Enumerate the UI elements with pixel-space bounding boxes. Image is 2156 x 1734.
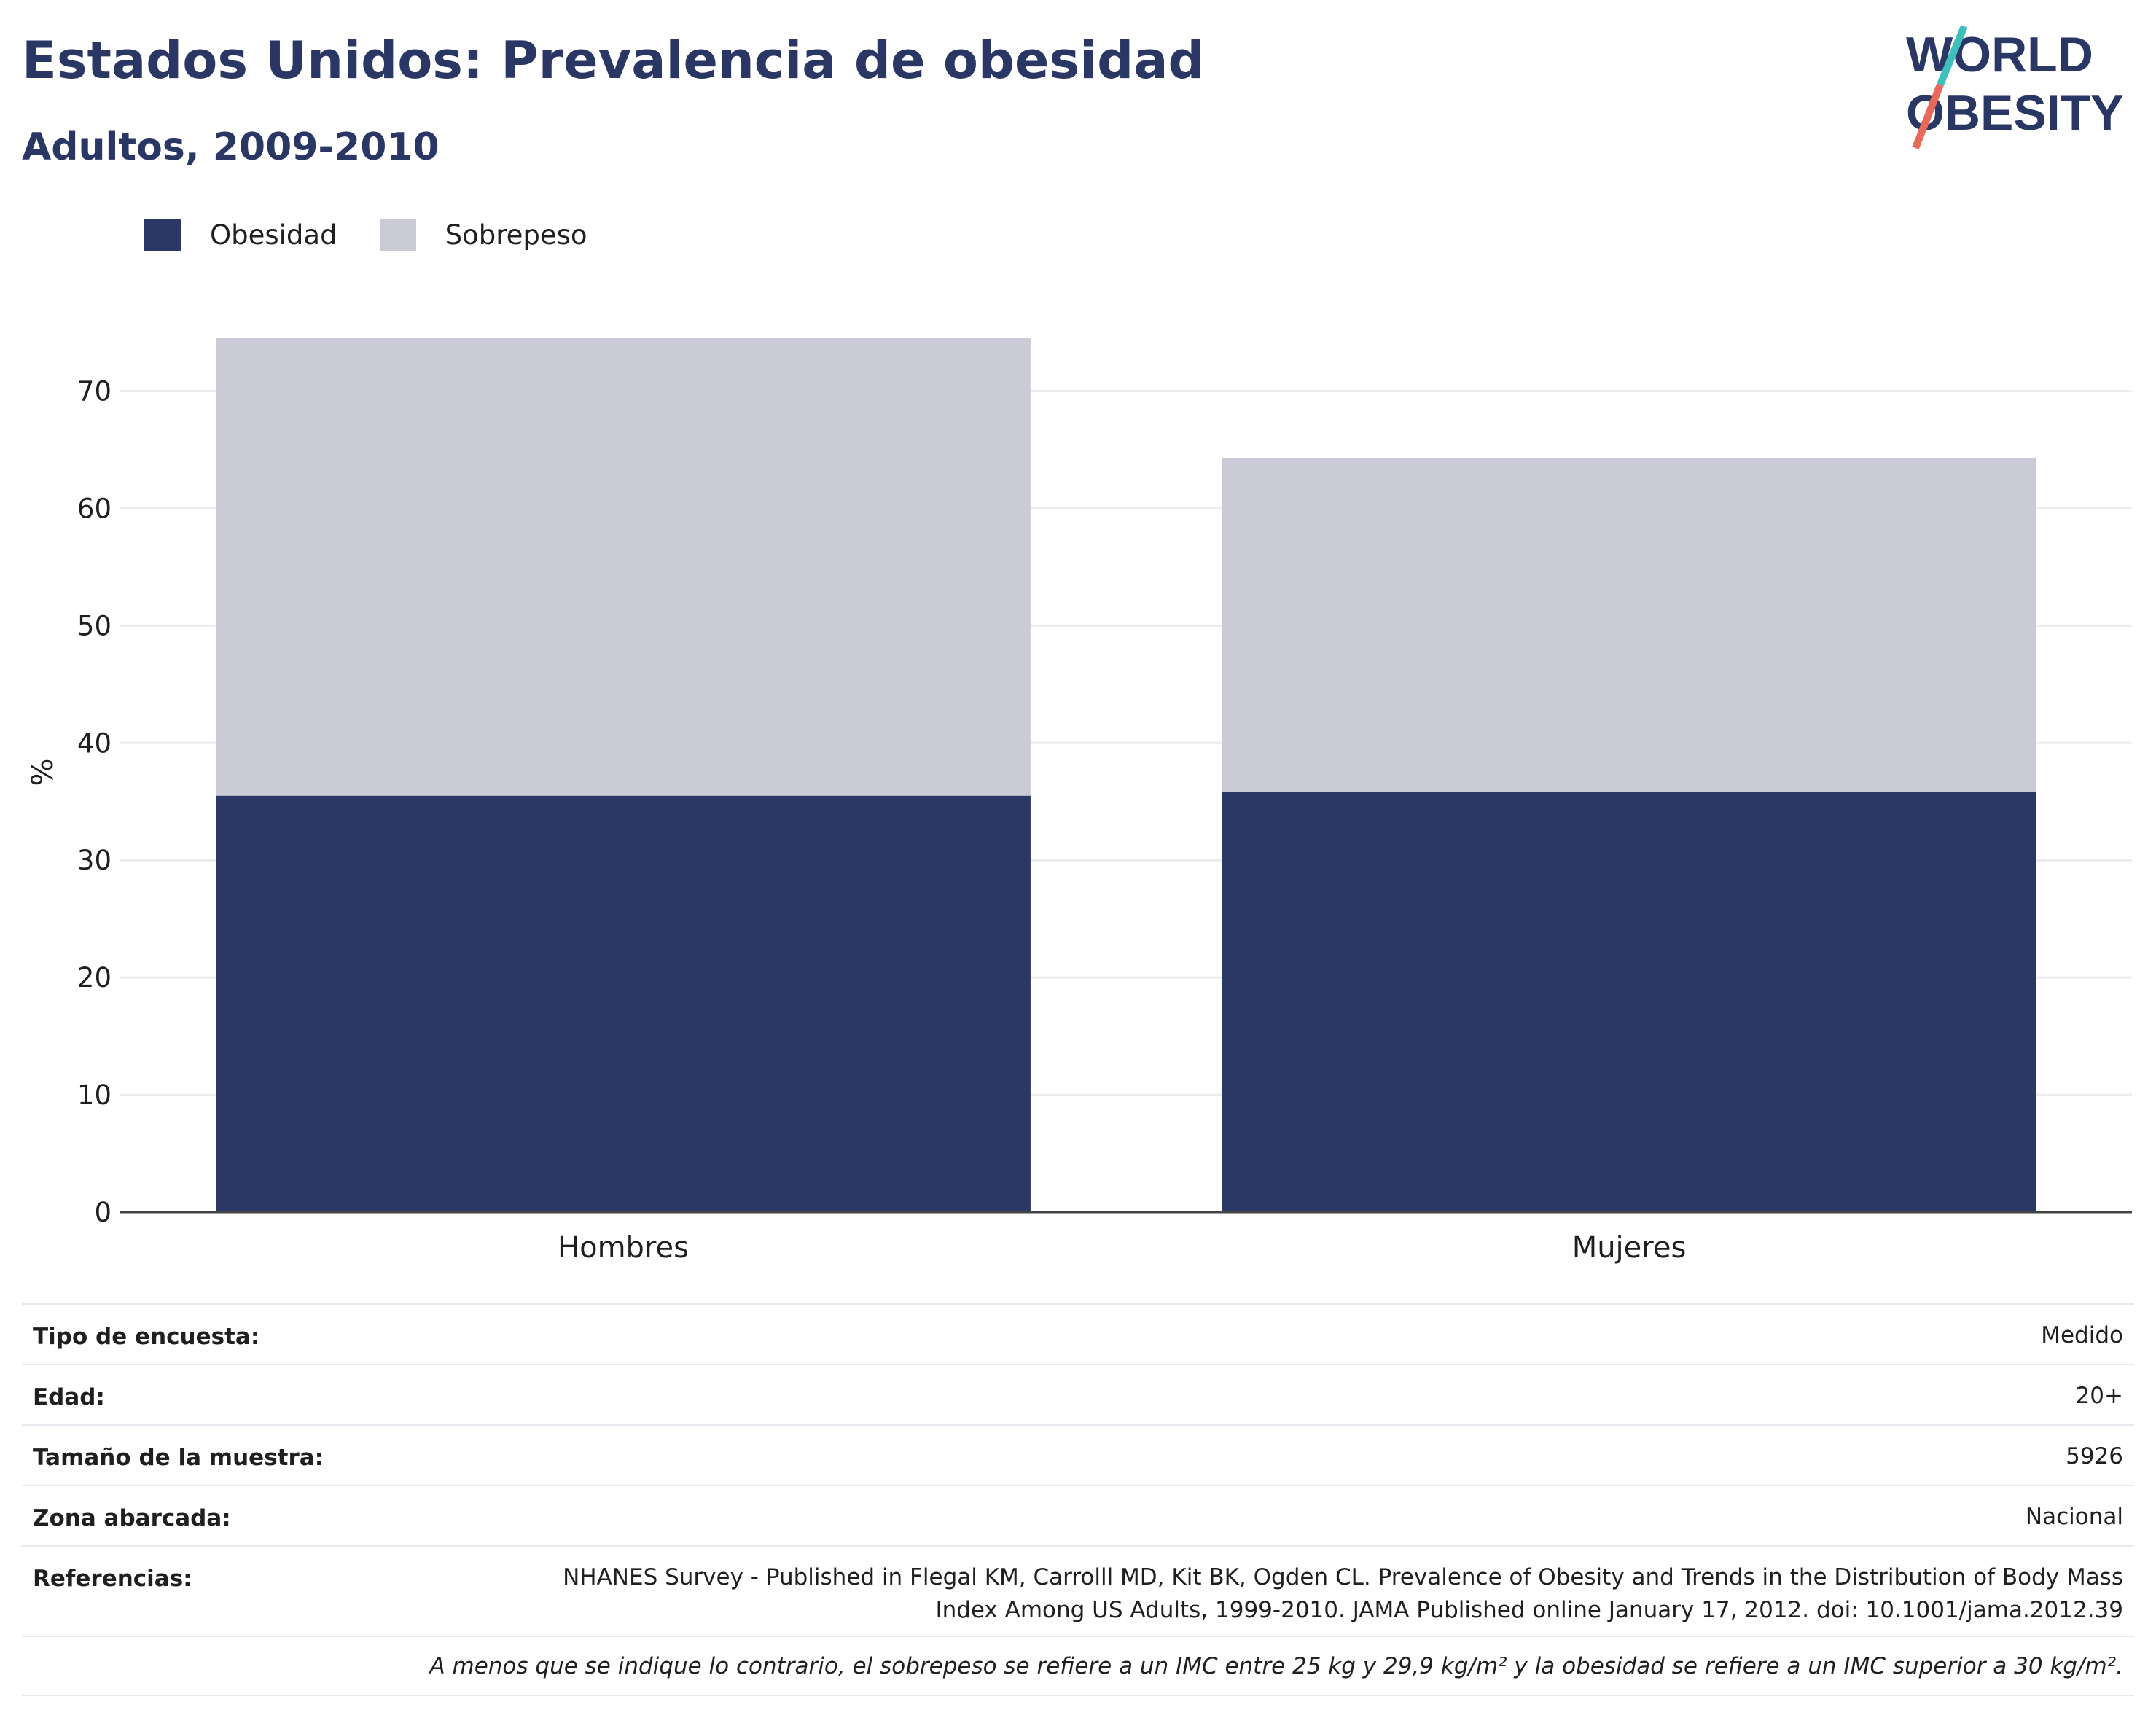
y-tick-label: 60: [77, 493, 112, 524]
x-tick-label: Mujeres: [1572, 1231, 1687, 1265]
y-tick-label: 30: [77, 845, 112, 876]
meta-value: NHANES Survey - Published in Flegal KM, …: [563, 1564, 2123, 1623]
y-tick-label: 0: [94, 1197, 112, 1228]
survey-details-table: Tipo de encuesta: Medido Edad: 20+ Tamañ…: [22, 1303, 2134, 1696]
legend-item-obesity[interactable]: Obesidad: [144, 219, 337, 251]
meta-row-survey-type: Tipo de encuesta: Medido: [22, 1303, 2134, 1364]
stacked-bar-chart: 0 10 20 30 40 50 60 70% Hombres Mujeres: [26, 338, 2132, 1265]
chart-subtitle: Adultos, 2009-2010: [22, 125, 440, 169]
y-tick-label: 20: [77, 962, 112, 993]
meta-row-references: Referencias: NHANES Survey - Published i…: [22, 1545, 2134, 1636]
definition-note: A menos que se indique lo contrario, el …: [22, 1636, 2134, 1696]
meta-label: Tipo de encuesta:: [33, 1324, 260, 1350]
meta-label: Tamaño de la muestra:: [33, 1445, 324, 1471]
meta-row-area: Zona abarcada: Nacional: [22, 1485, 2134, 1545]
legend-label-overweight: Sobrepeso: [445, 219, 587, 251]
meta-row-sample-size: Tamaño de la muestra: 5926: [22, 1424, 2134, 1485]
legend-item-overweight[interactable]: Sobrepeso: [379, 219, 587, 251]
chart-title: Estados Unidos: Prevalencia de obesidad: [22, 31, 1205, 90]
y-tick-label: 50: [77, 610, 112, 641]
legend-label-obesity: Obesidad: [210, 219, 337, 251]
meta-value: Medido: [2041, 1322, 2123, 1348]
y-tick-label: 10: [77, 1079, 112, 1111]
bar-obesity-hombres: [216, 795, 1031, 1212]
y-axis-title: %: [26, 758, 60, 786]
meta-row-age: Edad: 20+: [22, 1364, 2134, 1424]
x-tick-label: Hombres: [558, 1231, 689, 1265]
bar-obesity-mujeres: [1222, 792, 2036, 1212]
world-obesity-logo: WORLD OBESITY: [1906, 25, 2124, 149]
meta-label: Referencias:: [33, 1566, 192, 1592]
meta-label: Edad:: [33, 1384, 105, 1410]
legend-swatch-obesity: [144, 219, 181, 251]
meta-value: 5926: [2066, 1443, 2123, 1469]
meta-value: Nacional: [2025, 1504, 2123, 1530]
svg-text:OBESITY: OBESITY: [1906, 85, 2124, 141]
bar-overweight-mujeres: [1222, 458, 2036, 792]
meta-value: 20+: [2075, 1383, 2123, 1409]
y-tick-label: 40: [77, 727, 112, 759]
bar-overweight-hombres: [216, 338, 1031, 796]
meta-label: Zona abarcada:: [33, 1505, 231, 1531]
svg-text:WORLD: WORLD: [1906, 27, 2093, 82]
legend-swatch-overweight: [379, 219, 416, 251]
chart-legend: Obesidad Sobrepeso: [144, 219, 630, 251]
y-tick-label: 70: [77, 375, 112, 407]
